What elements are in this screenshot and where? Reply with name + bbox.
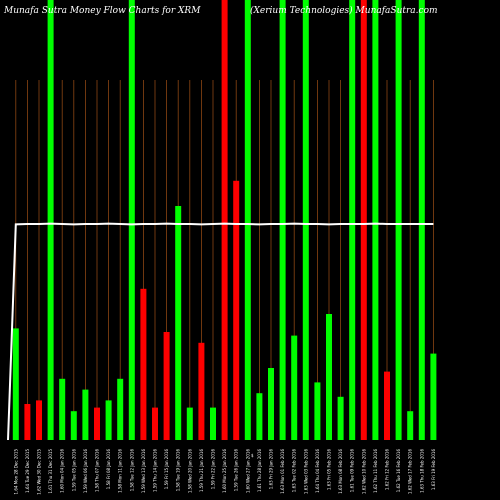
chart-title-right: (Xerium Technologies) MunafaSutra.com: [250, 5, 438, 16]
bar: [418, 0, 425, 440]
bar: [372, 0, 379, 440]
flow-line-group: [7, 222, 434, 441]
bar: [175, 206, 182, 440]
bar: [12, 328, 19, 440]
bar: [384, 371, 390, 440]
bar: [82, 389, 89, 440]
x-tick-label: 1.62 Tue 16 Feb 2016: [396, 449, 401, 493]
x-tick-label: 1.63 Wed 03 Feb 2016: [303, 449, 308, 495]
bar: [291, 335, 298, 440]
x-tick-label: 1.58 Thu 07 Jan 2016: [95, 449, 100, 492]
x-tick-label: 1.61 Thu 31 Dec 2015: [48, 449, 53, 494]
bar: [128, 0, 135, 440]
chart-title-left: Munafa Sutra Money Flow Charts for XRM: [3, 6, 201, 16]
currency-label: $: [251, 453, 254, 458]
x-tick-label: 1.63 Tue 02 Feb 2016: [292, 449, 297, 493]
bar: [314, 382, 321, 440]
bar: [256, 393, 263, 440]
x-tick-label: 1.59 Wed 13 Jan 2016: [141, 449, 146, 494]
bar: [186, 407, 193, 440]
bar: [198, 342, 205, 440]
x-tick-label: 1.59 Thu 14 Jan 2016: [153, 449, 158, 492]
x-tick-label: 1.61 Thu 28 Jan 2016: [257, 449, 262, 492]
bar: [279, 0, 286, 440]
x-tick-label: 1.59 Thu 21 Jan 2016: [199, 449, 204, 492]
x-tick-label: 1.58 Mon 11 Jan 2016: [118, 449, 123, 493]
bar: [395, 0, 402, 440]
bar: [59, 378, 66, 440]
x-tick-label: 1.58 Fri 08 Jan 2016: [106, 449, 111, 490]
bars: [12, 0, 437, 441]
x-tick-label: 1.58 Wed 20 Jan 2016: [187, 449, 192, 494]
x-tick-label: 1.64 Thu 04 Feb 2016: [315, 449, 320, 493]
x-tick-label: 1.59 Wed 06 Jan 2016: [83, 449, 88, 494]
bar: [349, 0, 356, 440]
x-tick-label: 1.63 Fri 29 Jan 2016: [269, 449, 274, 490]
bar: [302, 0, 309, 440]
bar: [152, 407, 158, 440]
x-tick-labels: 1.64 Mon 28 Dec 2015 1.64 Tue 29 Dec 2015…: [13, 449, 436, 495]
bar: [36, 400, 42, 440]
x-tick-label: 1.63 Thu 18 Feb 2016: [419, 449, 424, 493]
x-tick-label: 1.59 Fri 15 Jan 2016: [164, 449, 169, 490]
bar: [210, 407, 216, 440]
bar: [407, 411, 414, 440]
x-tick-label: 1.63 Fri 19 Feb 2016: [431, 449, 436, 491]
x-tick-label: 1.60 Wed 27 Jan 2016: [245, 449, 250, 494]
bar: [360, 0, 367, 440]
bar: [47, 0, 54, 440]
x-tick-label: 1.63 Fri 05 Feb 2016: [327, 449, 332, 491]
bar: [233, 180, 240, 441]
x-tick-label: 1.62 Thu 11 Feb 2016: [373, 449, 378, 493]
x-tick-label: 1.63 Mon 08 Feb 2016: [338, 449, 343, 494]
bar: [117, 378, 124, 440]
bar: [326, 314, 332, 440]
x-tick-label: 1.61 Tue 09 Feb 2016: [350, 449, 355, 493]
flow-line: [7, 222, 434, 441]
bar: [337, 396, 344, 440]
x-tick-label: 1.60 Mon 04 Jan 2016: [60, 449, 65, 493]
x-tick-label: 1.62 Fri 12 Feb 2016: [385, 449, 390, 491]
bar: [94, 407, 100, 440]
x-tick-label: 1.59 Tue 05 Jan 2016: [71, 449, 76, 492]
bar: [140, 288, 147, 440]
x-tick-label: 1.58 Tue 12 Jan 2016: [129, 449, 134, 492]
bar: [430, 353, 437, 440]
bar: [70, 411, 77, 440]
bar: [163, 332, 170, 440]
x-tick-label: 1.58 Tue 19 Jan 2016: [176, 449, 181, 492]
bar: [105, 400, 112, 440]
x-tick-label: 1.62 Wed 17 Feb 2016: [408, 449, 413, 495]
x-tick-label: 1.62 Wed 30 Dec 2015: [37, 449, 42, 495]
bar: [244, 0, 251, 440]
x-tick-label: 1.62 Wed 10 Feb 2016: [361, 449, 366, 495]
bar: [24, 404, 31, 440]
x-tick-label: 1.64 Tue 29 Dec 2015: [25, 449, 30, 493]
bar: [268, 368, 274, 440]
bar: [221, 0, 228, 440]
x-tick-label: 1.60 Mon 25 Jan 2016: [222, 449, 227, 493]
x-tick-label: 1.59 Fri 22 Jan 2016: [211, 449, 216, 490]
x-tick-label: 1.64 Mon 28 Dec 2015: [13, 449, 18, 495]
x-tick-label: 1.63 Mon 01 Feb 2016: [280, 449, 285, 494]
x-tick-label: 1.59 Tue 26 Jan 2016: [234, 449, 239, 492]
